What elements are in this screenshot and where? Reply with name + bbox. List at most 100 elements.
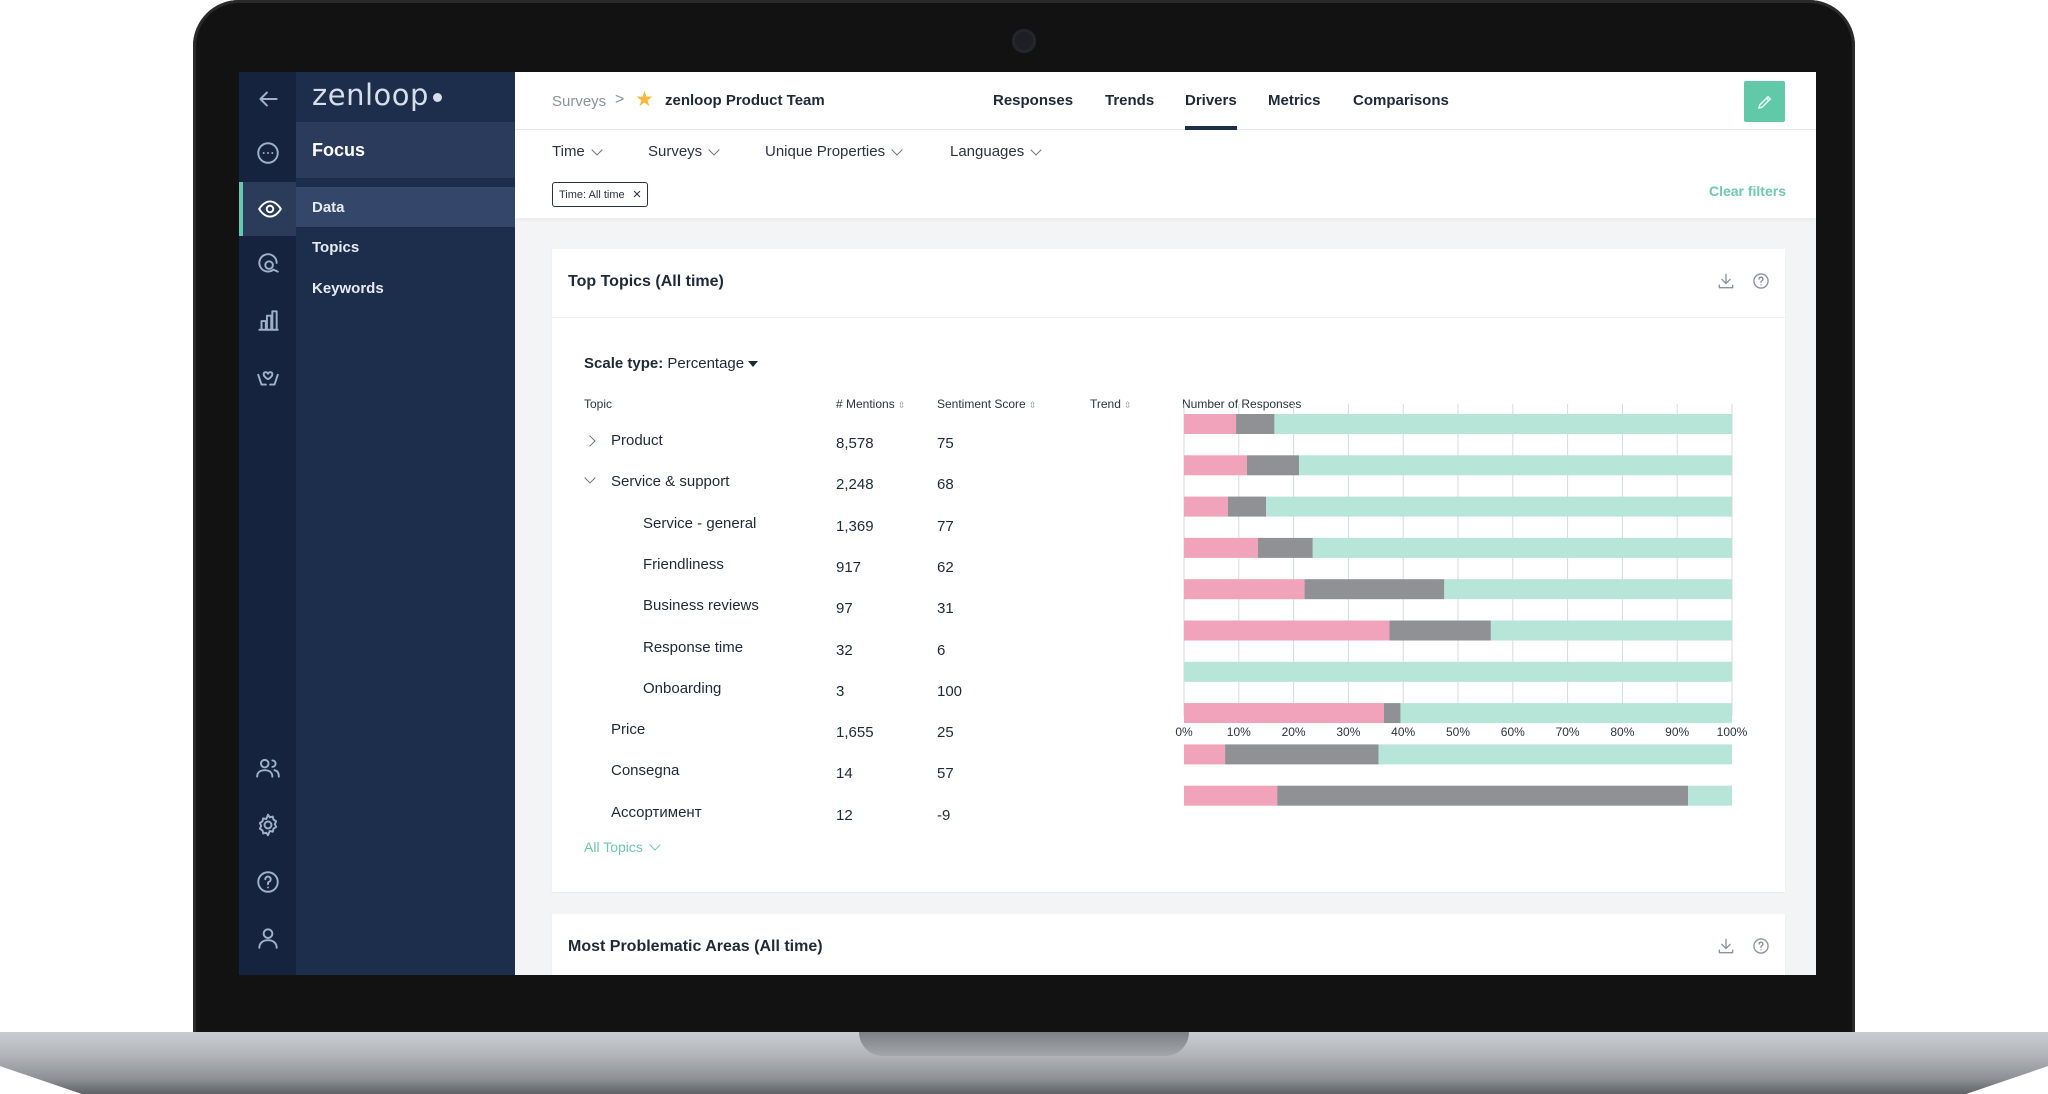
bar-segment[interactable]	[1378, 744, 1732, 765]
bar-segment[interactable]	[1227, 496, 1267, 517]
sentiment-score: 25	[937, 724, 954, 742]
column-header-trend[interactable]: Trend ⇳	[1090, 397, 1131, 411]
hands-heart-icon[interactable]	[239, 350, 296, 404]
topic-name: Product	[611, 432, 663, 449]
nav-item-topics[interactable]: Topics	[312, 239, 360, 256]
bar-segment[interactable]	[1400, 703, 1732, 724]
scale-type-select[interactable]: Scale type: Percentage	[584, 355, 759, 372]
chat-bubble-icon[interactable]	[239, 126, 296, 180]
table-row[interactable]: Response time 32 6	[552, 639, 1785, 679]
bar-segment[interactable]	[1184, 496, 1228, 517]
tab-drivers[interactable]: Drivers	[1185, 92, 1237, 109]
bar-segment[interactable]	[1688, 785, 1732, 806]
tab-comparisons[interactable]: Comparisons	[1353, 92, 1449, 109]
bar-chart-icon[interactable]	[239, 293, 296, 347]
breadcrumb-surveys[interactable]: Surveys	[552, 93, 607, 110]
table-row[interactable]: Service - general 1,369 77	[552, 515, 1785, 555]
bar-segment[interactable]	[1299, 455, 1732, 476]
bar-segment[interactable]	[1184, 744, 1226, 765]
x-tick-label: 40%	[1391, 725, 1415, 739]
table-row[interactable]: Consegna 14 57	[552, 762, 1785, 802]
filter-languages-label: Languages	[950, 143, 1025, 160]
brand-logo[interactable]: zenloop	[312, 78, 442, 112]
nav-item-data[interactable]: Data	[296, 187, 515, 227]
topic-name: Service - general	[643, 514, 757, 532]
chevron-down-icon[interactable]	[584, 472, 596, 484]
bar-segment[interactable]	[1247, 455, 1300, 476]
table-row[interactable]: Onboarding 3 100	[552, 680, 1785, 720]
bar-segment[interactable]	[1184, 703, 1385, 724]
user-icon[interactable]	[239, 911, 296, 965]
users-icon[interactable]	[239, 741, 296, 795]
webcam-icon	[1012, 29, 1036, 53]
all-topics-button[interactable]: All Topics	[584, 839, 661, 855]
bar-segment[interactable]	[1184, 579, 1305, 600]
bar-segment[interactable]	[1257, 537, 1313, 558]
table-row[interactable]: Service & support 2,248 68	[552, 472, 1785, 513]
all-topics-label: All Topics	[584, 839, 643, 855]
table-row[interactable]: Product 8,578 75	[552, 432, 1785, 472]
tab-responses[interactable]: Responses	[993, 92, 1074, 109]
back-arrow-icon[interactable]	[239, 72, 296, 126]
topic-name: Business reviews	[643, 597, 759, 615]
search-chat-icon[interactable]	[239, 237, 296, 291]
tab-trends[interactable]: Trends	[1105, 92, 1155, 109]
download-icon[interactable]	[1716, 271, 1736, 291]
problematic-areas-card: Most Problematic Areas (All time)	[552, 914, 1785, 975]
filter-chip-time[interactable]: Time: All time ×	[552, 182, 649, 207]
download-icon[interactable]	[1716, 936, 1736, 956]
gear-icon[interactable]	[239, 798, 296, 852]
edit-button[interactable]	[1744, 81, 1785, 122]
bar-segment[interactable]	[1184, 537, 1258, 558]
column-header-sentiment[interactable]: Sentiment Score ⇳	[937, 397, 1036, 411]
topic-name: Ассортимент	[611, 803, 702, 821]
nav-item-keywords[interactable]: Keywords	[312, 280, 384, 297]
bar-segment[interactable]	[1184, 620, 1390, 641]
x-tick-label: 80%	[1610, 725, 1634, 739]
bar-segment[interactable]	[1225, 744, 1379, 765]
bar-segment[interactable]	[1266, 496, 1732, 517]
laptop-notch	[859, 1032, 1189, 1056]
table-row[interactable]: Business reviews 97 31	[552, 597, 1785, 637]
bar-segment[interactable]	[1389, 620, 1491, 641]
column-header-sentiment-label: Sentiment Score	[937, 397, 1026, 411]
bar-segment[interactable]	[1274, 414, 1732, 434]
star-icon[interactable]: ★	[635, 88, 654, 111]
bar-segment[interactable]	[1444, 579, 1732, 600]
brand-name: zenloop	[312, 78, 429, 112]
help-icon[interactable]	[1751, 936, 1771, 956]
table-row[interactable]: Price 1,655 25	[552, 721, 1785, 761]
bar-segment[interactable]	[1236, 414, 1275, 434]
filter-languages[interactable]: Languages	[950, 143, 1042, 160]
filter-time[interactable]: Time	[552, 143, 603, 160]
bar-segment[interactable]	[1312, 537, 1732, 558]
table-row[interactable]: Ассортимент 12 -9	[552, 804, 1785, 844]
column-header-mentions[interactable]: # Mentions ⇳	[836, 397, 905, 411]
eye-icon[interactable]	[239, 182, 296, 236]
bar-segment[interactable]	[1184, 455, 1248, 476]
clear-filters-button[interactable]: Clear filters	[1708, 183, 1786, 199]
bar-segment[interactable]	[1184, 414, 1237, 434]
help-icon[interactable]	[239, 855, 296, 909]
top-topics-card: Top Topics (All time) Scale type: Percen…	[552, 249, 1785, 892]
close-icon[interactable]: ×	[632, 186, 642, 203]
table-row[interactable]: Friendliness 917 62	[552, 556, 1785, 596]
sentiment-score: 57	[937, 765, 954, 783]
bar-segment[interactable]	[1304, 579, 1445, 600]
topic-name: Service & support	[611, 473, 730, 491]
bar-segment[interactable]	[1490, 620, 1732, 641]
help-icon[interactable]	[1751, 271, 1771, 291]
tab-metrics[interactable]: Metrics	[1268, 92, 1321, 109]
filter-surveys[interactable]: Surveys	[648, 143, 720, 160]
filter-unique-properties[interactable]: Unique Properties	[765, 143, 903, 160]
bar-segment[interactable]	[1277, 785, 1689, 806]
bar-segment[interactable]	[1184, 785, 1278, 806]
bar-segment[interactable]	[1384, 703, 1401, 724]
sentiment-score: 6	[937, 641, 946, 659]
topic-name: Friendliness	[643, 555, 724, 573]
chevron-right-icon[interactable]	[584, 435, 596, 447]
caret-down-icon	[748, 361, 759, 368]
column-header-topic: Topic	[584, 397, 613, 411]
bar-segment[interactable]	[1184, 661, 1732, 682]
pencil-icon	[1757, 95, 1771, 109]
